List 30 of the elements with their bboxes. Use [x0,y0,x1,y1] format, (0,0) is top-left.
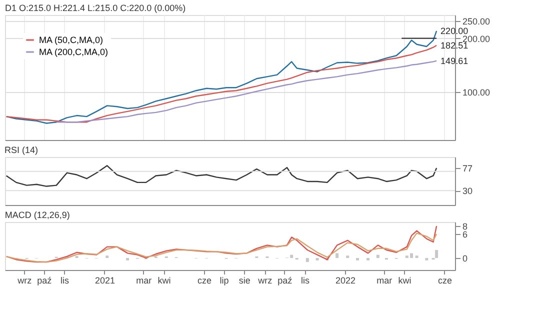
x-tick-label: cze [438,276,452,286]
legend-label: MA (200,C,MA,0) [39,47,108,57]
x-tick-label: kwi [398,276,412,286]
x-tick-label: paź [278,276,293,286]
legend-label: MA (50,C,MA,0) [39,35,104,45]
y-tick-label: 77 [462,164,473,174]
x-tick-label: mar [136,276,152,286]
x-tick-label: lis [60,276,70,286]
x-tick-label: kwi [158,276,171,286]
chart-title: D1 O:215.0 H:221.4 L:215.0 C:220.0 (0.00%) [5,3,186,13]
chart-title: MACD (12,26,9) [4,210,70,220]
x-tick-label: lis [301,276,310,286]
x-tick-label: 2021 [94,276,116,286]
annotation: 149.61 [440,56,468,66]
y-tick-label: 30 [462,186,473,196]
y-tick-label: 6 [462,230,468,240]
x-tick-label: wrz [257,276,273,286]
annotation: 220.00 [440,26,468,36]
x-tick-label: 2022 [335,276,356,286]
y-tick-label: 100.00 [462,88,490,98]
x-tick-label: sie [238,276,250,286]
y-tick-label: 250.00 [462,16,490,26]
x-tick-label: wrz [16,276,32,286]
y-tick-label: 8 [462,222,468,232]
x-tick-label: lip [220,276,229,286]
y-tick-label: 0 [462,254,468,264]
chart-title: RSI (14) [4,145,38,155]
x-tick-label: cze [197,276,212,286]
x-tick-label: paź [37,276,52,286]
x-tick-label: mar [376,276,392,286]
